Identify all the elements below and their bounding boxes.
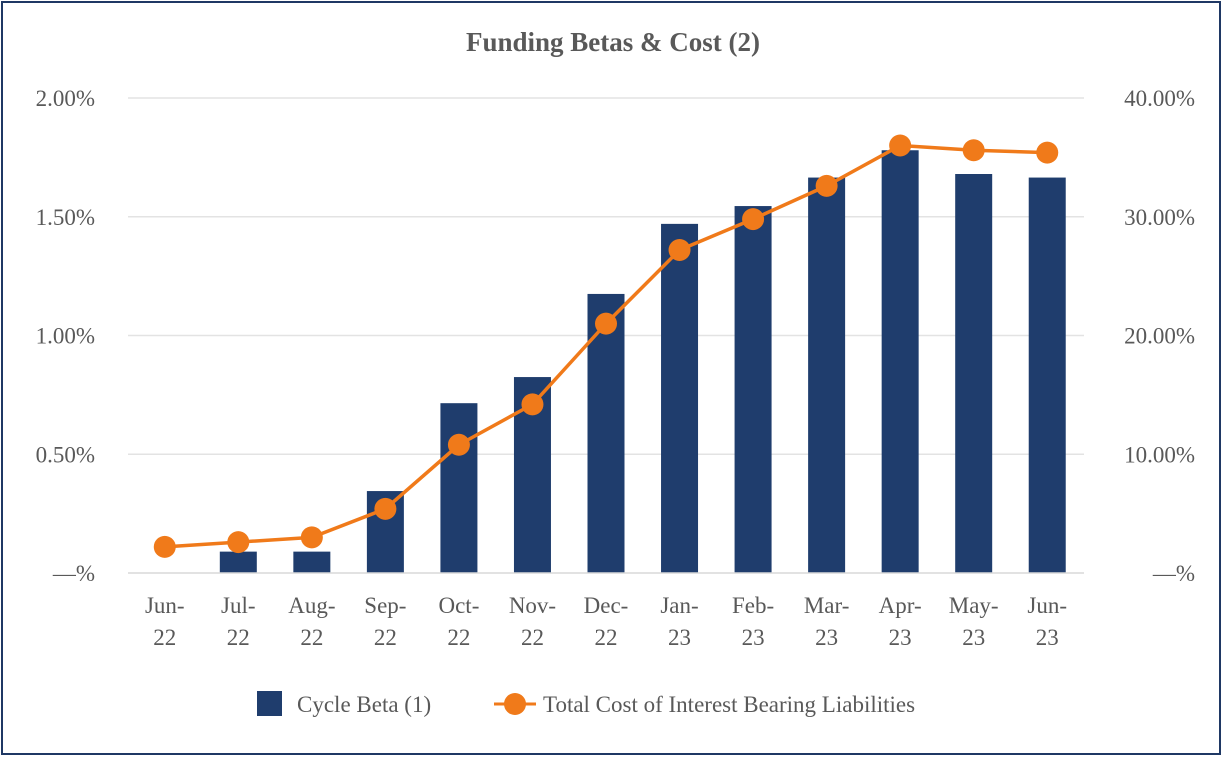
x-axis-tick-label: 23 <box>815 625 838 650</box>
x-axis-tick-label: 23 <box>668 625 691 650</box>
right-axis-tick-label: 10.00% <box>1124 442 1195 467</box>
x-axis-tick-label: 23 <box>742 625 765 650</box>
x-axis-tick-label: Jul- <box>221 593 256 618</box>
left-axis-tick-label: 1.00% <box>36 324 95 349</box>
line-point <box>742 208 765 231</box>
line-point <box>1036 141 1059 164</box>
bar <box>1028 177 1066 573</box>
left-axis-tick-label: 1.50% <box>36 205 95 230</box>
right-axis-tick-label: 40.00% <box>1124 86 1195 111</box>
right-axis-tick-label: —% <box>1152 561 1195 586</box>
left-axis-tick-label: 2.00% <box>36 86 95 111</box>
legend-marker-total-cost <box>504 693 526 715</box>
line-point <box>668 239 691 261</box>
bar <box>808 177 846 573</box>
bar <box>734 206 772 573</box>
left-axis-tick-label: —% <box>52 561 95 586</box>
x-axis-tick-label: Mar- <box>804 593 850 618</box>
x-axis-tick-label: 22 <box>153 625 176 650</box>
legend-label-cycle-beta: Cycle Beta (1) <box>297 692 431 717</box>
bar <box>219 551 257 573</box>
line-point <box>447 433 470 456</box>
line-point <box>374 497 397 520</box>
x-axis-tick-label: 22 <box>595 625 618 650</box>
x-axis-tick-label: 22 <box>227 625 250 650</box>
x-axis-tick-label: May- <box>949 593 999 618</box>
x-axis-tick-label: Feb- <box>732 593 774 618</box>
x-axis-tick-label: Oct- <box>438 593 479 618</box>
legend: Cycle Beta (1) Total Cost of Interest Be… <box>257 691 915 717</box>
bar <box>293 551 331 573</box>
bar-series <box>219 150 1066 573</box>
line-point <box>153 535 176 558</box>
x-axis-tick-label: 23 <box>889 625 912 650</box>
x-axis-tick-label: Aug- <box>288 593 335 618</box>
x-axis-tick-label: Jun- <box>145 593 185 618</box>
line-point <box>962 139 985 162</box>
line-point <box>889 134 912 157</box>
line-series <box>153 134 1059 558</box>
x-axis-tick-label: 23 <box>1036 625 1059 650</box>
right-axis-tick-label: 20.00% <box>1124 324 1195 349</box>
x-axis-tick-label: 22 <box>521 625 544 650</box>
bar <box>881 150 919 573</box>
legend-swatch-cycle-beta <box>257 691 282 716</box>
x-axis-tick-label: 22 <box>447 625 470 650</box>
bar <box>661 223 699 573</box>
left-axis-tick-label: 0.50% <box>36 442 95 467</box>
bar <box>955 174 993 573</box>
x-axis-tick-label: 22 <box>374 625 397 650</box>
right-axis-tick-label: 30.00% <box>1124 205 1195 230</box>
x-axis-tick-label: Dec- <box>584 593 629 618</box>
line-point <box>521 393 544 416</box>
axes: —% —% 0.50% 10.00% 1.00% 20.00% 1.50% 30.00% 2.0… <box>36 86 1195 650</box>
legend-label-total-cost: Total Cost of Interest Bearing Liabiliti… <box>543 692 915 717</box>
line-point <box>595 312 617 335</box>
line-point <box>815 174 838 197</box>
x-axis-tick-label: 23 <box>962 625 985 650</box>
line-point <box>227 531 250 554</box>
bar <box>587 293 625 573</box>
x-axis-tick-label: Nov- <box>509 593 556 618</box>
x-axis-tick-label: 22 <box>300 625 323 650</box>
chart-title: Funding Betas & Cost (2) <box>466 27 760 57</box>
bar <box>440 403 478 573</box>
x-axis-tick-label: Jan- <box>660 593 698 618</box>
line-point <box>300 526 323 549</box>
x-axis-tick-label: Jun- <box>1027 593 1067 618</box>
x-axis-tick-label: Sep- <box>364 593 406 618</box>
x-axis-tick-label: Apr- <box>879 593 922 618</box>
